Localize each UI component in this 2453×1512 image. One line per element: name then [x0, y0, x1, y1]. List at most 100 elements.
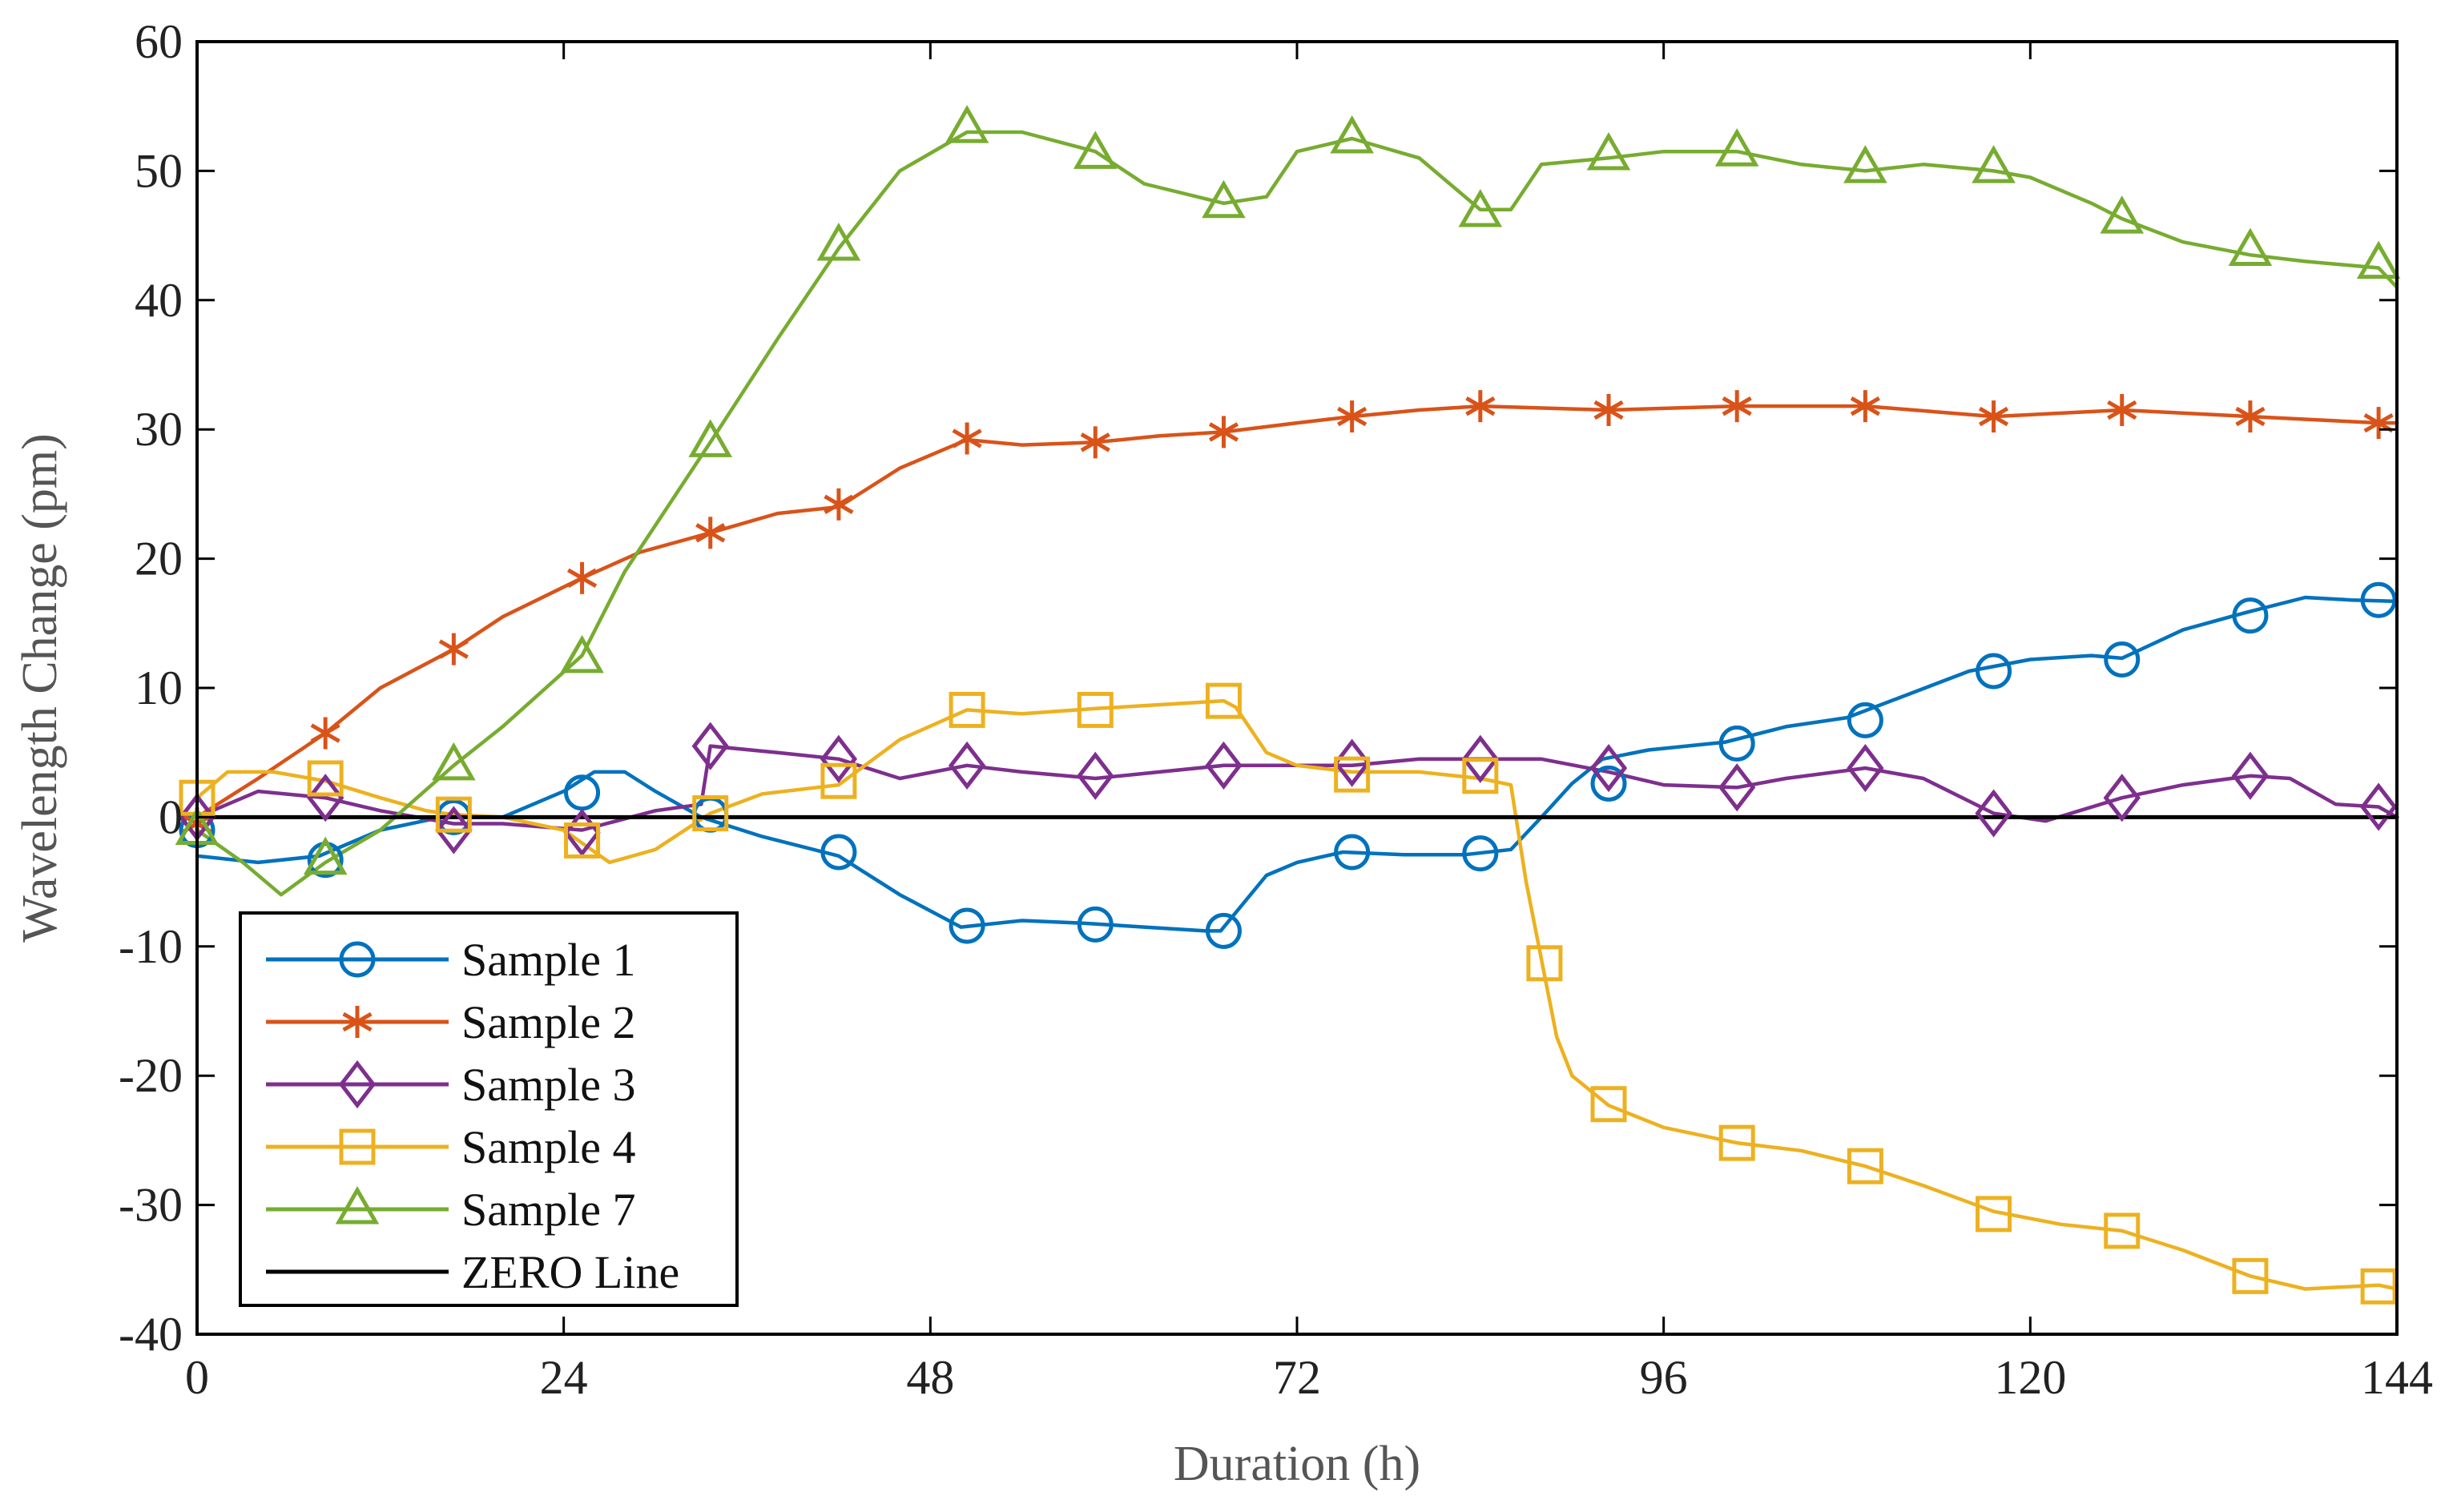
sample-2-marker-stroke	[1593, 400, 1624, 420]
sample-7-marker	[2356, 240, 2401, 279]
x-tick-label: 96	[1640, 1351, 1688, 1404]
x-axis-label: Duration (h)	[1174, 1437, 1420, 1491]
sample-7-marker	[1843, 145, 1887, 183]
sample-3-marker	[2359, 782, 2398, 831]
sample-2-marker-stroke	[1978, 406, 2009, 427]
legend: Sample 1 Sample 2 Sample 3 Sample 4 Sample 7…	[239, 911, 739, 1307]
sample-1-marker	[2360, 581, 2397, 618]
sample-1-line	[195, 595, 2399, 933]
sample-4-marker	[1718, 1124, 1755, 1161]
sample-7-marker	[1458, 189, 1503, 227]
legend-sample-2-label: Sample 2	[461, 996, 635, 1048]
legend-sample-1-label: Sample 1	[461, 934, 635, 986]
sample-2-marker	[566, 561, 598, 594]
sample-3-marker	[1975, 789, 2012, 838]
sample-4-marker	[1526, 945, 1563, 982]
y-tick-label: 30	[135, 403, 183, 456]
legend-sample-3-label: Sample 3	[461, 1059, 635, 1111]
sample-4-marker	[1590, 1086, 1627, 1123]
marker-layer	[175, 105, 2401, 1305]
y-tick-label: 20	[135, 533, 183, 585]
sample-2-marker-stroke	[1208, 422, 1239, 442]
y-tick-label: -40	[119, 1308, 183, 1361]
sample-2-marker-stroke	[310, 723, 340, 743]
sample-2-marker-stroke	[1465, 396, 1496, 416]
sample-2-marker	[2107, 393, 2137, 426]
sample-7-marker	[1586, 132, 1631, 171]
sample-3-marker	[1718, 763, 1756, 812]
sample-2-marker-stroke	[695, 523, 726, 543]
sample-7-marker	[2100, 195, 2145, 234]
sample-2-marker-stroke	[824, 494, 854, 514]
sample-3-marker	[1205, 741, 1243, 790]
sample-3-marker	[2231, 751, 2270, 800]
sample-4-marker	[1205, 682, 1242, 719]
sample-2-marker	[1465, 390, 1496, 423]
x-tick-label: 120	[1994, 1351, 2066, 1404]
sample-1-marker	[949, 907, 985, 944]
sample-4-marker	[949, 691, 985, 728]
sample-7-marker	[1714, 128, 1759, 167]
sample-2-marker	[1850, 390, 1880, 423]
sample-2-marker	[1208, 416, 1239, 448]
legend-box	[239, 911, 739, 1307]
sample-2-marker	[824, 488, 854, 521]
sample-2-marker	[1978, 400, 2009, 433]
y-tick-label: -30	[119, 1179, 183, 1232]
legend-sample-4-marker	[339, 1128, 376, 1165]
sample-7-marker	[688, 419, 733, 457]
sample-4-marker	[692, 795, 729, 832]
legend-entries: Sample 1 Sample 2 Sample 3 Sample 4 Sample 7…	[266, 934, 679, 1298]
sample-2-marker	[695, 517, 726, 549]
legend-sample-3-marker	[338, 1060, 377, 1109]
sample-7-marker	[1972, 145, 2016, 183]
sample-2-marker	[1080, 426, 1110, 459]
sample-4-marker	[564, 822, 601, 859]
sample-2-marker	[2235, 400, 2266, 433]
x-tick-label: 0	[185, 1351, 209, 1404]
sample-4-marker	[2232, 1257, 2269, 1294]
sample-7-marker	[1073, 131, 1118, 169]
sample-3-marker	[307, 774, 344, 822]
sample-1-marker	[1847, 702, 1883, 738]
sample-1-marker	[1976, 653, 2012, 690]
sample-4-marker	[2360, 1268, 2397, 1305]
sample-2-marker-stroke	[1722, 396, 1752, 416]
sample-2-marker	[1722, 390, 1752, 423]
sample-2-marker	[310, 717, 340, 750]
y-tick-label: -10	[119, 920, 183, 973]
sample-3-marker	[1077, 751, 1114, 800]
x-tick-label: 72	[1273, 1351, 1321, 1404]
sample-2-marker-stroke	[438, 639, 469, 659]
sample-4-marker	[1462, 758, 1499, 794]
sample-2-marker-stroke	[1080, 432, 1110, 452]
y-tick-label: 60	[135, 15, 183, 68]
sample-1-marker	[1718, 725, 1755, 762]
legend-sample-1-marker	[339, 941, 376, 978]
sample-1-marker	[2232, 597, 2269, 634]
y-tick-label: 0	[159, 790, 183, 843]
sample-2-marker	[1337, 400, 1367, 433]
sample-4-marker	[2104, 1212, 2141, 1249]
legend-zero-line-label: ZERO Line	[461, 1246, 679, 1298]
sample-4-marker	[1847, 1148, 1883, 1184]
sample-2-marker	[952, 422, 982, 455]
sample-2-marker-stroke	[2235, 406, 2266, 427]
sample-7-marker	[1330, 115, 1374, 154]
sample-1-marker	[1462, 835, 1499, 872]
sample-7-marker	[303, 836, 348, 875]
y-tick-label: -20	[119, 1049, 183, 1102]
x-tick-label: 144	[2361, 1351, 2433, 1404]
sample-4-marker	[820, 762, 857, 799]
sample-7-marker	[945, 105, 989, 143]
legend-sample-2-marker	[342, 1006, 373, 1038]
sample-4-marker	[435, 796, 472, 833]
sample-7-marker	[1202, 179, 1246, 219]
sample-2-marker-stroke	[952, 428, 982, 448]
legend-sample-4-label: Sample 4	[461, 1121, 635, 1173]
x-tick-label: 24	[540, 1351, 588, 1404]
y-tick-label: 10	[135, 662, 183, 714]
sample-7-marker	[432, 742, 476, 781]
sample-3-marker	[1461, 734, 1499, 783]
